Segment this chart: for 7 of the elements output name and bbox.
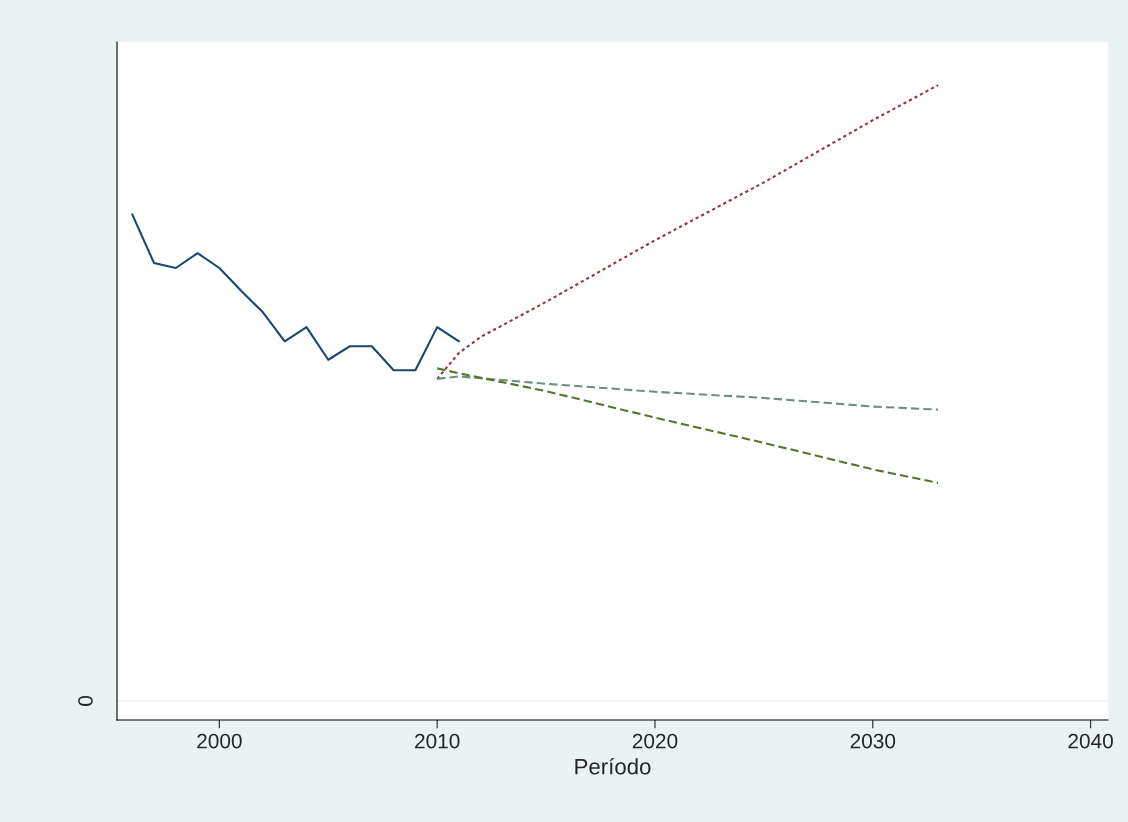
- x-tick-label: 2020: [632, 733, 678, 749]
- x-tick-label: 2030: [850, 733, 896, 749]
- x-axis-title: Período: [575, 757, 651, 775]
- x-tick-label: 2040: [1068, 733, 1113, 749]
- x-tick-label: 2000: [197, 733, 242, 749]
- text: 0: [78, 695, 93, 706]
- x-tick-label: 2010: [415, 733, 460, 749]
